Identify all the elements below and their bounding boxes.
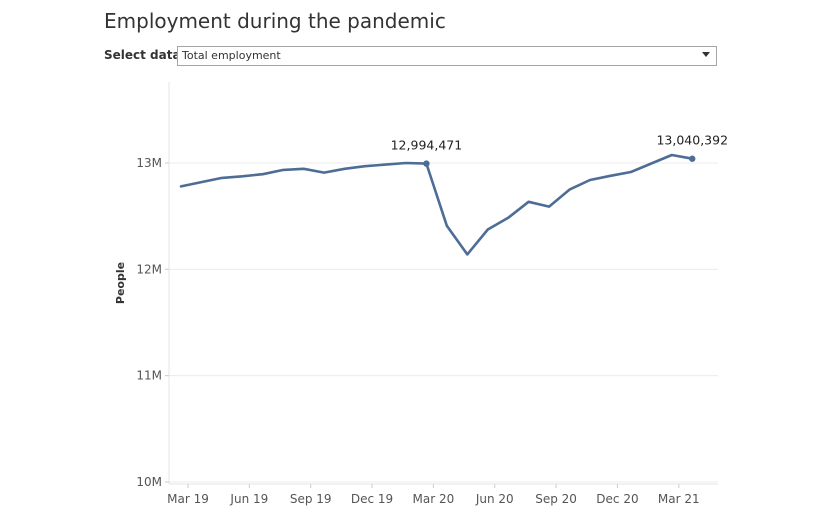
- x-tick-label: Jun 20: [475, 492, 514, 506]
- select-data-label: Select data: [104, 48, 181, 62]
- x-tick-label: Mar 19: [167, 492, 209, 506]
- x-tick-label: Dec 20: [596, 492, 638, 506]
- data-select-value: Total employment: [182, 49, 281, 62]
- annotation-layer: 12,994,471 13,040,392: [391, 133, 728, 167]
- y-tick-label: 11M: [136, 369, 162, 383]
- series-line: [179, 153, 694, 256]
- series-layer: [179, 153, 694, 256]
- x-tick-labels: Mar 19 Jun 19 Sep 19 Dec 19 Mar 20 Jun 20 Sep …: [167, 492, 700, 506]
- y-tick-label: 12M: [136, 262, 162, 276]
- axis-layer: [165, 82, 718, 488]
- x-tick-label: Jun 19: [229, 492, 268, 506]
- x-tick-label: Mar 20: [413, 492, 455, 506]
- annotated-point: [689, 155, 696, 162]
- annotated-point: [423, 160, 430, 167]
- x-tick-label: Dec 19: [351, 492, 393, 506]
- chevron-down-icon[interactable]: [702, 52, 710, 57]
- y-tick-label: 10M: [136, 475, 162, 489]
- x-tick-label: Mar 21: [658, 492, 700, 506]
- data-label: 13,040,392: [656, 133, 728, 148]
- data-select-dropdown[interactable]: Total employment: [177, 46, 717, 66]
- data-label: 12,994,471: [391, 138, 463, 153]
- y-tick-labels: 10M 11M 12M 13M: [136, 156, 162, 489]
- grid-layer: [169, 162, 718, 483]
- x-tick-label: Sep 19: [290, 492, 332, 506]
- y-axis-label: People: [114, 262, 127, 304]
- x-tick-label: Sep 20: [535, 492, 577, 506]
- y-tick-label: 13M: [136, 156, 162, 170]
- page-title: Employment during the pandemic: [104, 9, 446, 33]
